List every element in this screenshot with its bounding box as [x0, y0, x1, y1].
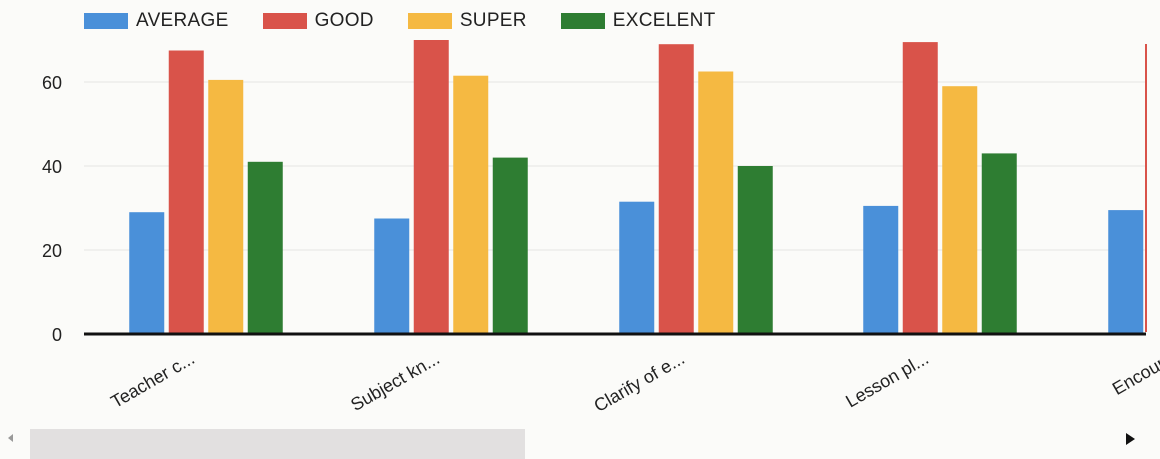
bar-excelent: [492, 157, 528, 334]
scrollbar-thumb[interactable]: [30, 429, 525, 459]
legend-label-super: SUPER: [459, 10, 527, 31]
legend-item-average[interactable]: AVERAGE: [84, 10, 229, 32]
y-tick-label: 40: [42, 157, 62, 177]
x-tick-label: Encoura: [1109, 348, 1160, 399]
legend-swatch-super: [407, 13, 452, 29]
bar-good: [168, 50, 204, 334]
bar-excelent: [247, 161, 283, 334]
bar-super: [208, 79, 244, 335]
scroll-right-arrow-icon[interactable]: [1126, 433, 1135, 445]
x-tick-label: Teacher c...: [107, 348, 198, 412]
x-tick-label: Subject kn...: [347, 348, 443, 415]
legend-swatch-excelent: [560, 13, 605, 29]
bar-good: [413, 40, 449, 334]
y-tick-label: 20: [42, 241, 62, 261]
legend-item-excelent[interactable]: EXCELENT: [560, 10, 716, 32]
legend-label-good: GOOD: [314, 10, 374, 31]
legend-item-good[interactable]: GOOD: [262, 10, 374, 32]
bar-good: [658, 44, 694, 334]
legend-label-average: AVERAGE: [136, 10, 229, 31]
bar-average: [1108, 210, 1144, 334]
bar-excelent: [981, 153, 1017, 334]
bar-super: [453, 75, 489, 334]
bar-good: [902, 42, 938, 334]
y-tick-label: 0: [52, 325, 62, 345]
bar-average: [374, 218, 410, 334]
x-tick-label: Clarify of e...: [591, 348, 688, 416]
bar-average: [129, 212, 165, 334]
bar-average: [619, 201, 655, 334]
horizontal-scrollbar[interactable]: [0, 424, 1160, 459]
legend-swatch-average: [84, 13, 128, 29]
y-tick-label: 60: [42, 73, 62, 93]
bar-average: [863, 205, 899, 334]
bar-super: [698, 71, 734, 334]
x-tick-label: Lesson pl...: [842, 348, 932, 411]
bar-super: [942, 86, 978, 334]
legend-item-super[interactable]: SUPER: [407, 10, 527, 32]
scroll-left-arrow-icon[interactable]: [8, 434, 13, 442]
chart-legend: AVERAGE GOOD SUPER EXCELENT: [84, 6, 750, 36]
legend-swatch-good: [262, 13, 307, 29]
legend-label-excelent: EXCELENT: [612, 10, 716, 31]
bar-excelent: [737, 166, 773, 334]
